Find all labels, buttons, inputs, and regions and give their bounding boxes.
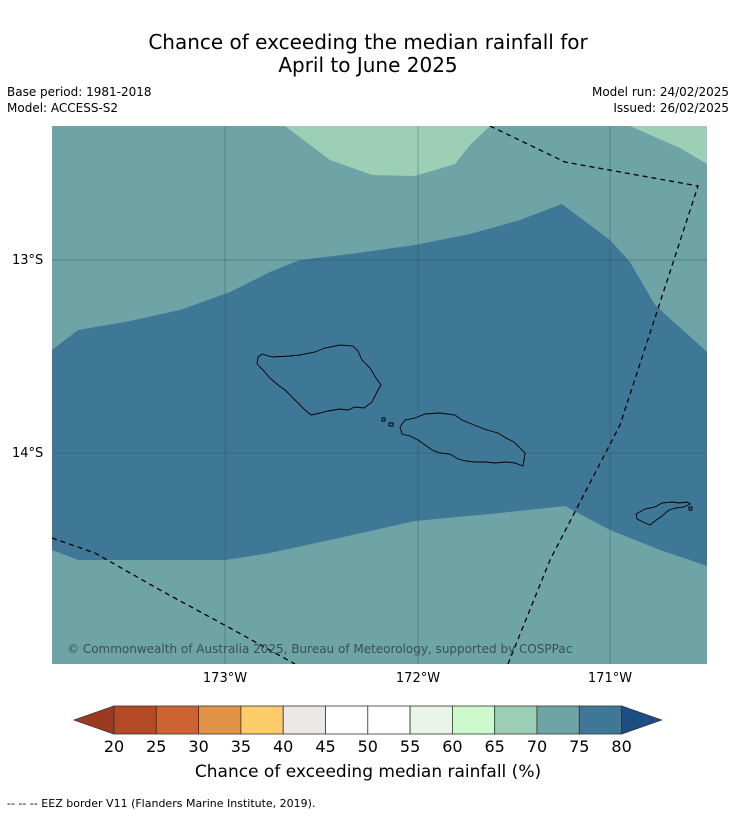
- colorbar-segment: [409, 705, 453, 735]
- copyright-notice: © Commonwealth of Australia 2025, Bureau…: [67, 642, 573, 656]
- colorbar-over-triangle: [621, 705, 663, 735]
- colorbar-segment: [155, 705, 200, 735]
- upolu-island: [399, 412, 526, 467]
- colorbar-tick-label: 30: [188, 737, 209, 756]
- colorbar-tick-label: 60: [442, 737, 463, 756]
- colorbar-segment: [282, 705, 326, 735]
- lon-label-171w: 171°W: [587, 671, 633, 686]
- colorbar-segment: [113, 705, 157, 735]
- meta-right: Model run: 24/02/2025 Issued: 26/02/2025: [592, 84, 729, 116]
- lon-label-173w: 173°W: [202, 671, 248, 686]
- eez-footnote: -- -- -- EEZ border V11 (Flanders Marine…: [7, 797, 316, 810]
- colorbar-tick-label: 20: [103, 737, 125, 756]
- colorbar-tick-label: 65: [484, 737, 505, 756]
- savaii-island: [256, 344, 382, 416]
- colorbar-segment: [494, 705, 538, 735]
- apolima-island: [381, 417, 386, 422]
- colorbar-tick-label: 50: [357, 737, 378, 756]
- model-text: Model: ACCESS-S2: [7, 101, 119, 115]
- colorbar-tick-label: 45: [315, 737, 336, 756]
- colorbar-tick-label: 75: [569, 737, 590, 756]
- lat-label-14s: 14°S: [12, 446, 44, 461]
- lat-label-13s: 13°S: [12, 253, 44, 268]
- eez-border: [489, 126, 699, 664]
- chart-title: Chance of exceeding the median rainfall …: [0, 31, 736, 77]
- tutuila-island: [635, 501, 691, 526]
- colorbar-segment: [325, 705, 369, 735]
- model-run-text: Model run: 24/02/2025: [591, 85, 729, 99]
- eez-border-southwest: [52, 537, 296, 664]
- meta-left: Base period: 1981-2018 Model: ACCESS-S2: [7, 84, 152, 116]
- colorbar: [72, 705, 663, 735]
- base-period-text: Base period: 1981-2018: [7, 85, 152, 99]
- region-65-70-north: [285, 126, 490, 176]
- colorbar-segment: [240, 705, 284, 735]
- lon-label-172w: 172°W: [395, 671, 441, 686]
- colorbar-title: Chance of exceeding median rainfall (%): [194, 762, 542, 782]
- aunuu-island: [688, 506, 693, 511]
- title-line-1: Chance of exceeding the median rainfall …: [148, 30, 588, 54]
- colorbar-segment: [451, 705, 496, 735]
- graticule: [52, 126, 707, 664]
- title-line-2: April to June 2025: [278, 53, 458, 77]
- colorbar-tick-label: 70: [526, 737, 548, 756]
- colorbar-tick-label: 35: [230, 737, 252, 756]
- colorbar-tick-label: 80: [611, 737, 632, 756]
- manono-island: [388, 422, 394, 427]
- colorbar-segment: [578, 705, 622, 735]
- colorbar-segment: [536, 705, 580, 735]
- colorbar-tick-label: 25: [146, 737, 167, 756]
- colorbar-tick-label: 40: [273, 737, 294, 756]
- colorbar-segment: [367, 705, 411, 735]
- issued-text: Issued: 26/02/2025: [613, 101, 729, 115]
- region-65-70-northeast: [630, 126, 707, 164]
- colorbar-tick-label: 55: [399, 737, 421, 756]
- colorbar-segment: [198, 705, 242, 735]
- colorbar-under-triangle: [72, 705, 115, 735]
